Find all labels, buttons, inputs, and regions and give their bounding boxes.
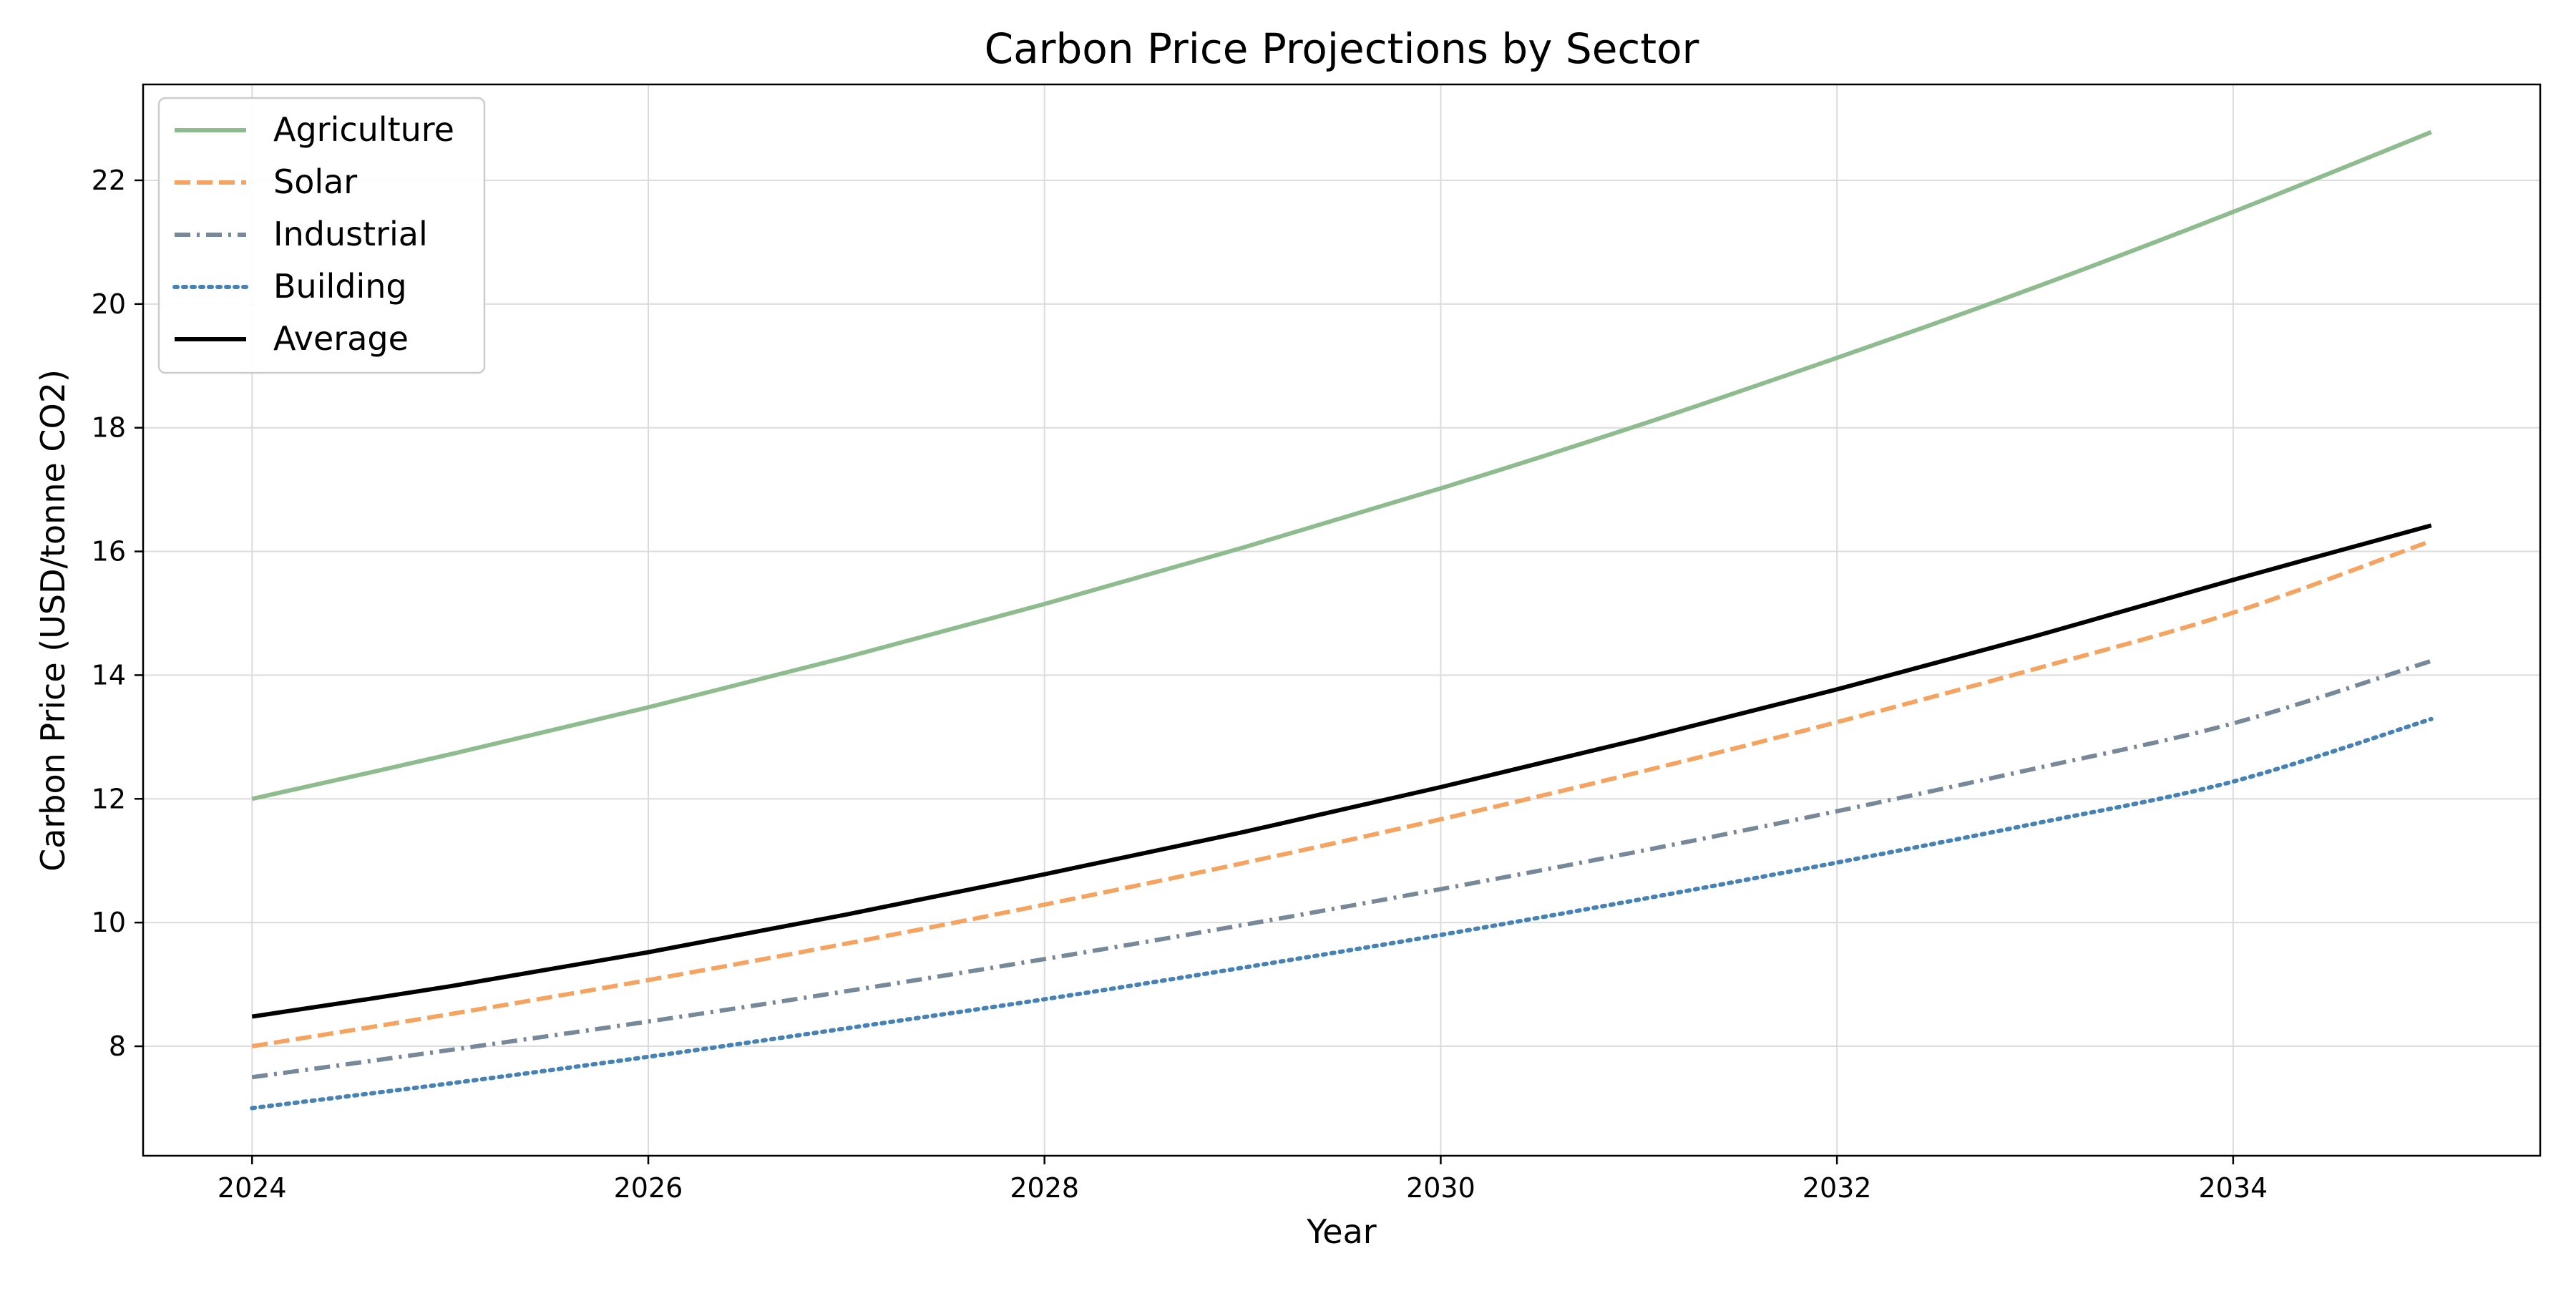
x-tick-label: 2034 [2199,1172,2268,1204]
x-axis-ticks: 2024 2026 2028 2030 2032 2034 [218,1156,2268,1204]
series-lines [250,130,2434,1111]
series-line-average [251,523,2432,1019]
y-tick-label: 8 [109,1031,126,1062]
y-tick-label: 12 [92,783,126,814]
x-tick-label: 2024 [218,1172,287,1204]
y-tick-label: 16 [92,536,126,567]
x-tick-label: 2032 [1802,1172,1872,1204]
series-line-solar [251,539,2432,1048]
y-axis-ticks: 8 10 12 14 16 18 20 22 [92,165,143,1062]
legend-label-average: Average [273,319,409,358]
legend-label-agriculture: Agriculture [273,110,454,149]
x-axis-label: Year [1306,1212,1376,1251]
y-tick-label: 10 [92,907,126,938]
legend-box [157,97,486,374]
legend: Agriculture Solar Industrial Building Averag… [157,97,486,374]
y-tick-label: 18 [92,412,126,444]
plot-frame [142,83,2542,1157]
series-line-agriculture [251,130,2432,802]
y-axis-label: Carbon Price (USD/tonne CO2) [34,369,72,872]
x-tick-label: 2030 [1406,1172,1475,1204]
legend-label-building: Building [273,267,407,306]
x-tick-label: 2026 [614,1172,683,1204]
series-line-building [250,716,2434,1111]
legend-label-industrial: Industrial [273,215,428,253]
grid [143,84,2540,1156]
y-tick-label: 22 [92,165,126,196]
y-tick-label: 14 [92,659,126,691]
legend-label-solar: Solar [273,162,357,201]
series-line-industrial [251,658,2432,1080]
y-tick-label: 20 [92,288,126,320]
x-tick-label: 2028 [1010,1172,1079,1204]
chart-title: Carbon Price Projections by Sector [985,24,1699,73]
